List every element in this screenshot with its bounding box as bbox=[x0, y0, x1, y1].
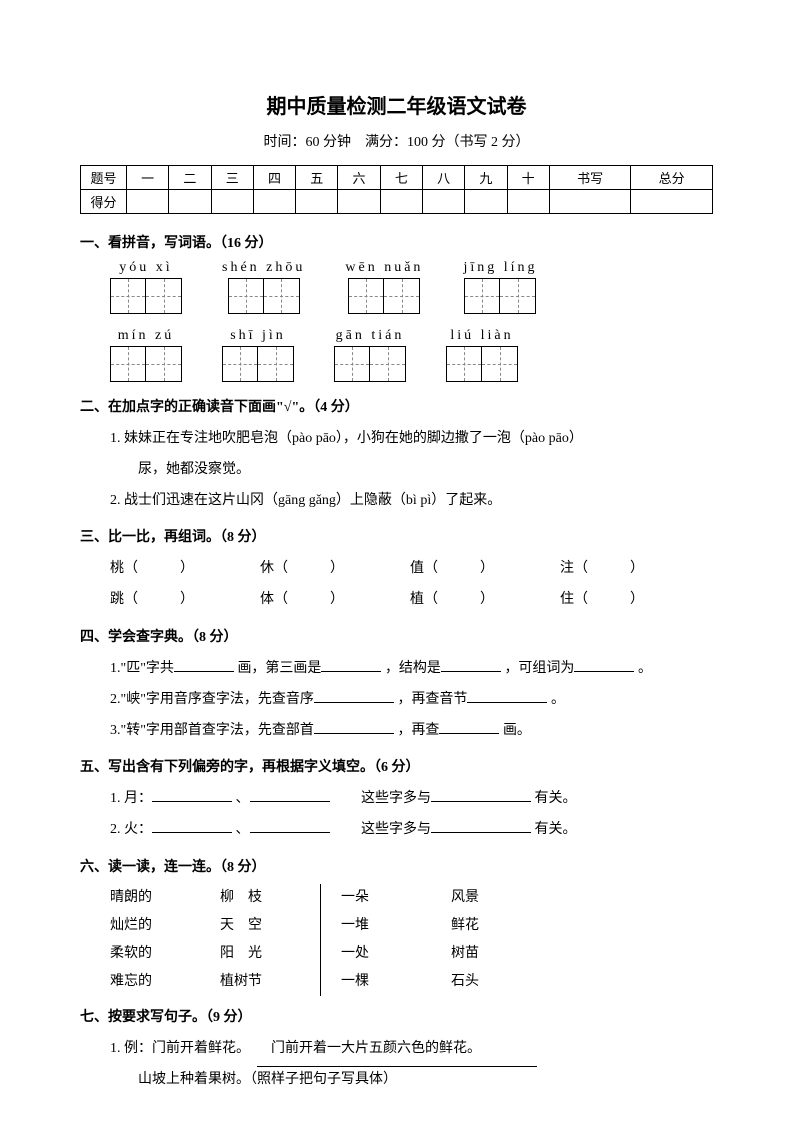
section-4: 四、学会查字典。（8 分） 1."匹"字共 画，第三画是 ，结构是 ，可组词为 … bbox=[80, 626, 713, 746]
question-text: 3."转"字用部首查字法，先查部首 ，再查 画。 bbox=[110, 716, 713, 747]
section-title: 四、学会查字典。（8 分） bbox=[80, 626, 713, 646]
table-row: 题号 一 二 三 四 五 六 七 八 九 十 书写 总分 bbox=[81, 166, 713, 190]
fill-blank[interactable] bbox=[467, 687, 547, 703]
fill-blank[interactable] bbox=[250, 817, 330, 833]
question-text: 1."匹"字共 画，第三画是 ，结构是 ，可组词为 。 bbox=[110, 654, 713, 685]
section-7: 七、按要求写句子。（9 分） 1. 例：门前开着鲜花。 门前开着一大片五颜六色的… bbox=[80, 1006, 713, 1096]
section-title: 二、在加点字的正确读音下面画"√"。（4 分） bbox=[80, 396, 713, 416]
pinyin-item: liú liàn bbox=[446, 328, 518, 382]
section-title: 五、写出含有下列偏旁的字，再根据字义填空。（6 分） bbox=[80, 756, 713, 776]
question-text: 1. 例：门前开着鲜花。 门前开着一大片五颜六色的鲜花。 bbox=[110, 1034, 713, 1065]
fill-blank[interactable] bbox=[174, 656, 234, 672]
pinyin-item: wēn nuǎn bbox=[345, 260, 423, 314]
pinyin-item: mín zú bbox=[110, 328, 182, 382]
fill-blank[interactable] bbox=[441, 656, 501, 672]
section-title: 三、比一比，再组词。（8 分） bbox=[80, 526, 713, 546]
fill-blank[interactable] bbox=[321, 656, 381, 672]
pinyin-item: shī jìn bbox=[222, 328, 294, 382]
section-3: 三、比一比，再组词。（8 分） 桃（ ） 休（ ） 值（ ） 注（ ） 跳（ ）… bbox=[80, 526, 713, 616]
pinyin-item: yóu xì bbox=[110, 260, 182, 314]
question-text: 山坡上种着果树。（照样子把句子写具体） bbox=[138, 1065, 713, 1096]
fill-blank[interactable] bbox=[439, 718, 499, 734]
section-2: 二、在加点字的正确读音下面画"√"。（4 分） 1. 妹妹正在专注地吹肥皂泡（p… bbox=[80, 396, 713, 516]
section-6: 六、读一读，连一连。（8 分） 晴朗的 灿烂的 柔软的 难忘的 柳 枝 天 空 … bbox=[80, 856, 713, 996]
footer-divider bbox=[257, 1066, 537, 1067]
section-title: 六、读一读，连一连。（8 分） bbox=[80, 856, 713, 876]
section-5: 五、写出含有下列偏旁的字，再根据字义填空。（6 分） 1. 月： 、 这些字多与… bbox=[80, 756, 713, 846]
row-label: 题号 bbox=[81, 166, 127, 190]
fill-blank[interactable] bbox=[574, 656, 634, 672]
fill-blank[interactable] bbox=[314, 687, 394, 703]
score-table: 题号 一 二 三 四 五 六 七 八 九 十 书写 总分 得分 bbox=[80, 165, 713, 214]
section-title: 一、看拼音，写词语。（16 分） bbox=[80, 232, 713, 252]
pinyin-item: jīng líng bbox=[463, 260, 537, 314]
page-title: 期中质量检测二年级语文试卷 bbox=[80, 90, 713, 119]
fill-blank[interactable] bbox=[250, 786, 330, 802]
fill-blank[interactable] bbox=[431, 786, 531, 802]
row-label: 得分 bbox=[81, 190, 127, 214]
question-text: 2. 火： 、 这些字多与 有关。 bbox=[110, 815, 713, 846]
fill-blank[interactable] bbox=[431, 817, 531, 833]
pinyin-item: shén zhōu bbox=[222, 260, 305, 314]
page-subtitle: 时间：60 分钟 满分：100 分（书写 2 分） bbox=[80, 131, 713, 151]
question-text: 尿，她都没察觉。 bbox=[138, 455, 713, 486]
section-1: 一、看拼音，写词语。（16 分） yóu xì shén zhōu wēn nu… bbox=[80, 232, 713, 382]
question-text: 1. 月： 、 这些字多与 有关。 bbox=[110, 784, 713, 815]
vertical-divider bbox=[320, 884, 321, 996]
pinyin-item: gān tián bbox=[334, 328, 406, 382]
question-text: 1. 妹妹正在专注地吹肥皂泡（pào pāo），小狗在她的脚边撒了一泡（pào … bbox=[110, 424, 713, 455]
fill-blank[interactable] bbox=[314, 718, 394, 734]
table-row: 得分 bbox=[81, 190, 713, 214]
section-title: 七、按要求写句子。（9 分） bbox=[80, 1006, 713, 1026]
question-text: 2. 战士们迅速在这片山冈（gāng gǎng）上隐蔽（bì pì）了起来。 bbox=[110, 486, 713, 517]
fill-blank[interactable] bbox=[152, 786, 232, 802]
question-text: 2."峡"字用音序查字法，先查音序 ，再查音节 。 bbox=[110, 685, 713, 716]
fill-blank[interactable] bbox=[152, 817, 232, 833]
